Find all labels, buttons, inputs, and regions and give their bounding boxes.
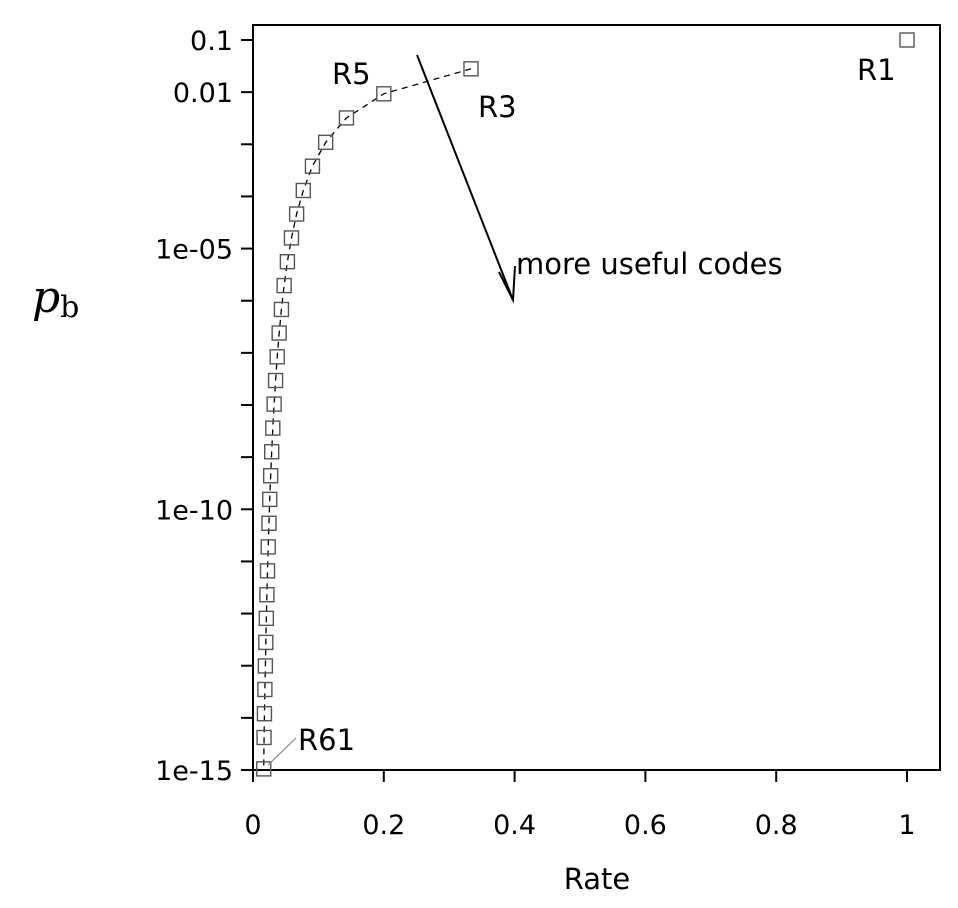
annotation-r61: R61 bbox=[298, 723, 355, 757]
data-point bbox=[260, 539, 276, 555]
y-axis-title-main: p bbox=[32, 272, 60, 323]
data-point bbox=[262, 468, 279, 484]
data-point bbox=[271, 325, 287, 341]
data-point bbox=[256, 761, 272, 777]
x-axis-title: Rate bbox=[564, 862, 631, 896]
x-tick-label: 0.2 bbox=[362, 810, 405, 841]
data-point bbox=[258, 634, 274, 651]
data-point bbox=[257, 658, 274, 674]
data-point bbox=[257, 681, 273, 698]
data-point bbox=[262, 491, 278, 508]
arrow-shaft bbox=[416, 54, 514, 301]
plot-frame bbox=[252, 24, 941, 771]
data-point bbox=[304, 158, 321, 174]
data-point bbox=[266, 396, 282, 412]
series-markers bbox=[256, 32, 915, 777]
data-point bbox=[317, 134, 334, 151]
data-point bbox=[259, 563, 276, 579]
x-tick-label: 0.8 bbox=[755, 810, 798, 841]
data-point bbox=[276, 277, 292, 294]
data-point bbox=[269, 349, 285, 365]
data-point bbox=[264, 444, 280, 460]
data-point bbox=[338, 110, 355, 126]
data-point bbox=[279, 254, 296, 270]
x-tick-label: 0.4 bbox=[493, 810, 536, 841]
data-point bbox=[261, 515, 277, 531]
y-axis: 0.1 0.01 1e-05 1e-10 1e-15 bbox=[155, 26, 253, 787]
data-point bbox=[283, 230, 300, 246]
data-point bbox=[463, 61, 479, 77]
data-point bbox=[899, 32, 915, 48]
data-point bbox=[267, 372, 284, 389]
y-axis-title: pb bbox=[32, 272, 79, 325]
y-tick-label: 1e-10 bbox=[155, 495, 233, 526]
data-point bbox=[376, 86, 392, 102]
x-tick-label: 0.6 bbox=[624, 810, 667, 841]
data-point bbox=[273, 301, 290, 318]
data-point bbox=[259, 587, 275, 603]
annotation-r1: R1 bbox=[857, 53, 896, 87]
data-point bbox=[256, 706, 273, 722]
y-axis-title-subscript: b bbox=[60, 290, 79, 325]
data-point bbox=[258, 610, 275, 627]
annotation-r3: R3 bbox=[478, 90, 517, 124]
arrow-head bbox=[498, 265, 516, 304]
r61-leader-line bbox=[267, 737, 297, 766]
x-tick-label: 0 bbox=[244, 810, 261, 841]
x-axis: 0 0.2 0.4 0.6 0.8 1 bbox=[244, 770, 916, 841]
series-line bbox=[263, 68, 472, 769]
annotation-r5: R5 bbox=[332, 57, 371, 91]
data-point bbox=[265, 420, 281, 436]
y-tick-label: 0.1 bbox=[190, 26, 233, 57]
data-point bbox=[288, 206, 305, 222]
x-tick-label: 1 bbox=[898, 810, 915, 841]
y-tick-label: 0.01 bbox=[173, 78, 233, 109]
y-tick-label: 1e-15 bbox=[155, 756, 233, 787]
y-tick-label: 1e-05 bbox=[155, 235, 233, 266]
arrow-label: more useful codes bbox=[516, 247, 783, 281]
data-point bbox=[295, 182, 311, 199]
data-point bbox=[256, 729, 272, 746]
